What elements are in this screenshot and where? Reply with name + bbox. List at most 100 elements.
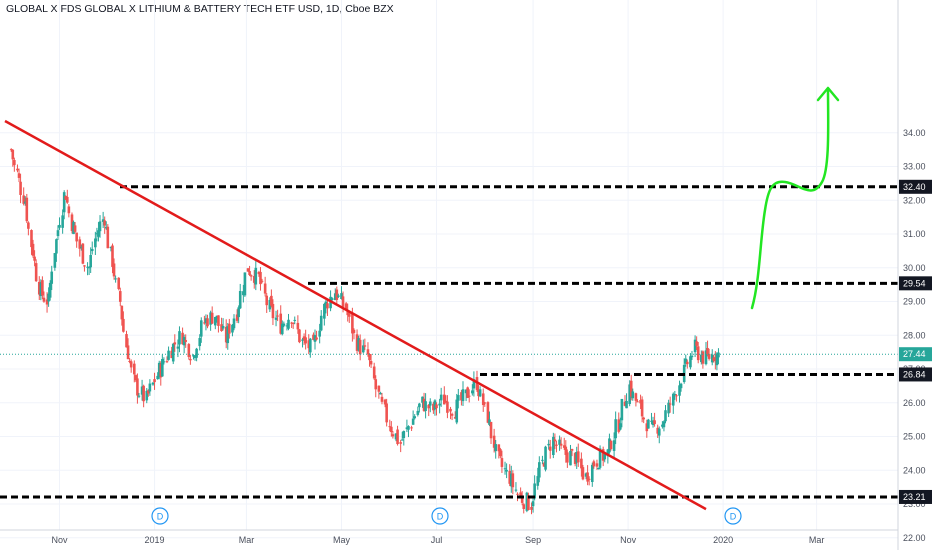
candle-body — [203, 322, 206, 324]
candle-body — [536, 476, 540, 486]
candle-body — [340, 293, 343, 300]
candle-body — [192, 355, 195, 357]
y-tick-label: 25.00 — [903, 432, 926, 442]
candle-body — [56, 230, 60, 237]
candle-body — [656, 427, 660, 434]
candle-body — [70, 214, 74, 232]
candle-body — [61, 215, 64, 228]
candle-body — [307, 340, 311, 349]
last-price-badge — [899, 347, 932, 362]
candle-body — [290, 322, 293, 324]
candle-body — [298, 329, 301, 343]
candle-body — [279, 313, 283, 334]
candle-body — [609, 440, 613, 450]
candle-body — [41, 280, 44, 296]
candle-body — [50, 271, 54, 284]
candle-body — [313, 335, 317, 342]
candle-body — [344, 303, 348, 310]
candle-body — [471, 390, 474, 394]
candle-body — [689, 356, 692, 368]
candle-body — [27, 222, 30, 229]
candle-body — [103, 220, 106, 226]
candle-body — [293, 319, 297, 321]
candle-body — [140, 386, 144, 395]
candle-body — [494, 444, 497, 452]
candle-body — [416, 410, 420, 415]
candle-body — [16, 168, 19, 171]
candle-body — [639, 399, 642, 404]
candle-body — [104, 226, 108, 229]
candle-body — [22, 195, 25, 204]
candle-body — [399, 442, 402, 444]
level-label: 29.54 — [903, 278, 926, 288]
candle-body — [413, 416, 416, 419]
dividend-marker — [431, 507, 449, 525]
candle-body — [467, 395, 471, 397]
candle-body — [209, 312, 212, 325]
candle-body — [101, 219, 105, 222]
candle-body — [276, 315, 279, 317]
level-badge — [899, 276, 932, 291]
candle-body — [464, 389, 468, 394]
candle-body — [271, 303, 275, 319]
candle-body — [552, 436, 555, 455]
candle-body — [559, 443, 563, 446]
candle-body — [111, 245, 114, 267]
candle-body — [193, 356, 197, 359]
candle-body — [704, 350, 708, 365]
candle-body — [64, 196, 68, 200]
candle-body — [612, 440, 616, 451]
candle-body — [509, 473, 513, 487]
candle-body — [187, 344, 191, 357]
candle-body — [377, 385, 381, 392]
candle-body — [418, 403, 421, 408]
candle-body — [13, 160, 16, 166]
candle-body — [165, 361, 169, 363]
candle-body — [173, 342, 177, 345]
candle-body — [136, 378, 139, 396]
candle-body — [712, 357, 716, 361]
candle-body — [42, 297, 46, 302]
candle-body — [653, 420, 656, 425]
candle-body — [58, 224, 61, 228]
candle-body — [117, 277, 121, 289]
candle-body — [396, 429, 399, 445]
candle-body — [394, 433, 398, 440]
candle-body — [488, 419, 491, 425]
candle-body — [159, 364, 163, 378]
candle-body — [259, 271, 262, 285]
candle-body — [717, 352, 720, 358]
candle-body — [714, 357, 717, 362]
candle-body — [460, 392, 463, 401]
support-resistance-levels — [0, 185, 898, 499]
candle-body — [242, 291, 245, 296]
candle-body — [679, 383, 683, 389]
candle-body — [280, 323, 284, 335]
candle-body — [246, 268, 250, 272]
candle-body — [161, 359, 164, 377]
x-tick-label: Nov — [52, 535, 69, 545]
candle-body — [221, 325, 225, 329]
candle-body — [86, 266, 89, 268]
candle-body — [640, 399, 644, 417]
candle-body — [576, 451, 580, 463]
candle-body — [647, 419, 650, 429]
candle-body — [505, 469, 508, 472]
candle-body — [122, 318, 125, 332]
candle-body — [601, 449, 605, 461]
candle-body — [696, 346, 700, 361]
candle-body — [55, 239, 58, 254]
candle-body — [427, 404, 431, 409]
candle-body — [162, 361, 166, 363]
candle-body — [525, 492, 529, 511]
candle-body — [98, 221, 102, 232]
candle-body — [481, 393, 485, 406]
candle-body — [553, 439, 557, 442]
candle-body — [516, 493, 519, 495]
dividend-marker — [151, 507, 169, 525]
candle-body — [478, 389, 482, 397]
candle-body — [72, 221, 75, 235]
candle-body — [346, 310, 350, 316]
